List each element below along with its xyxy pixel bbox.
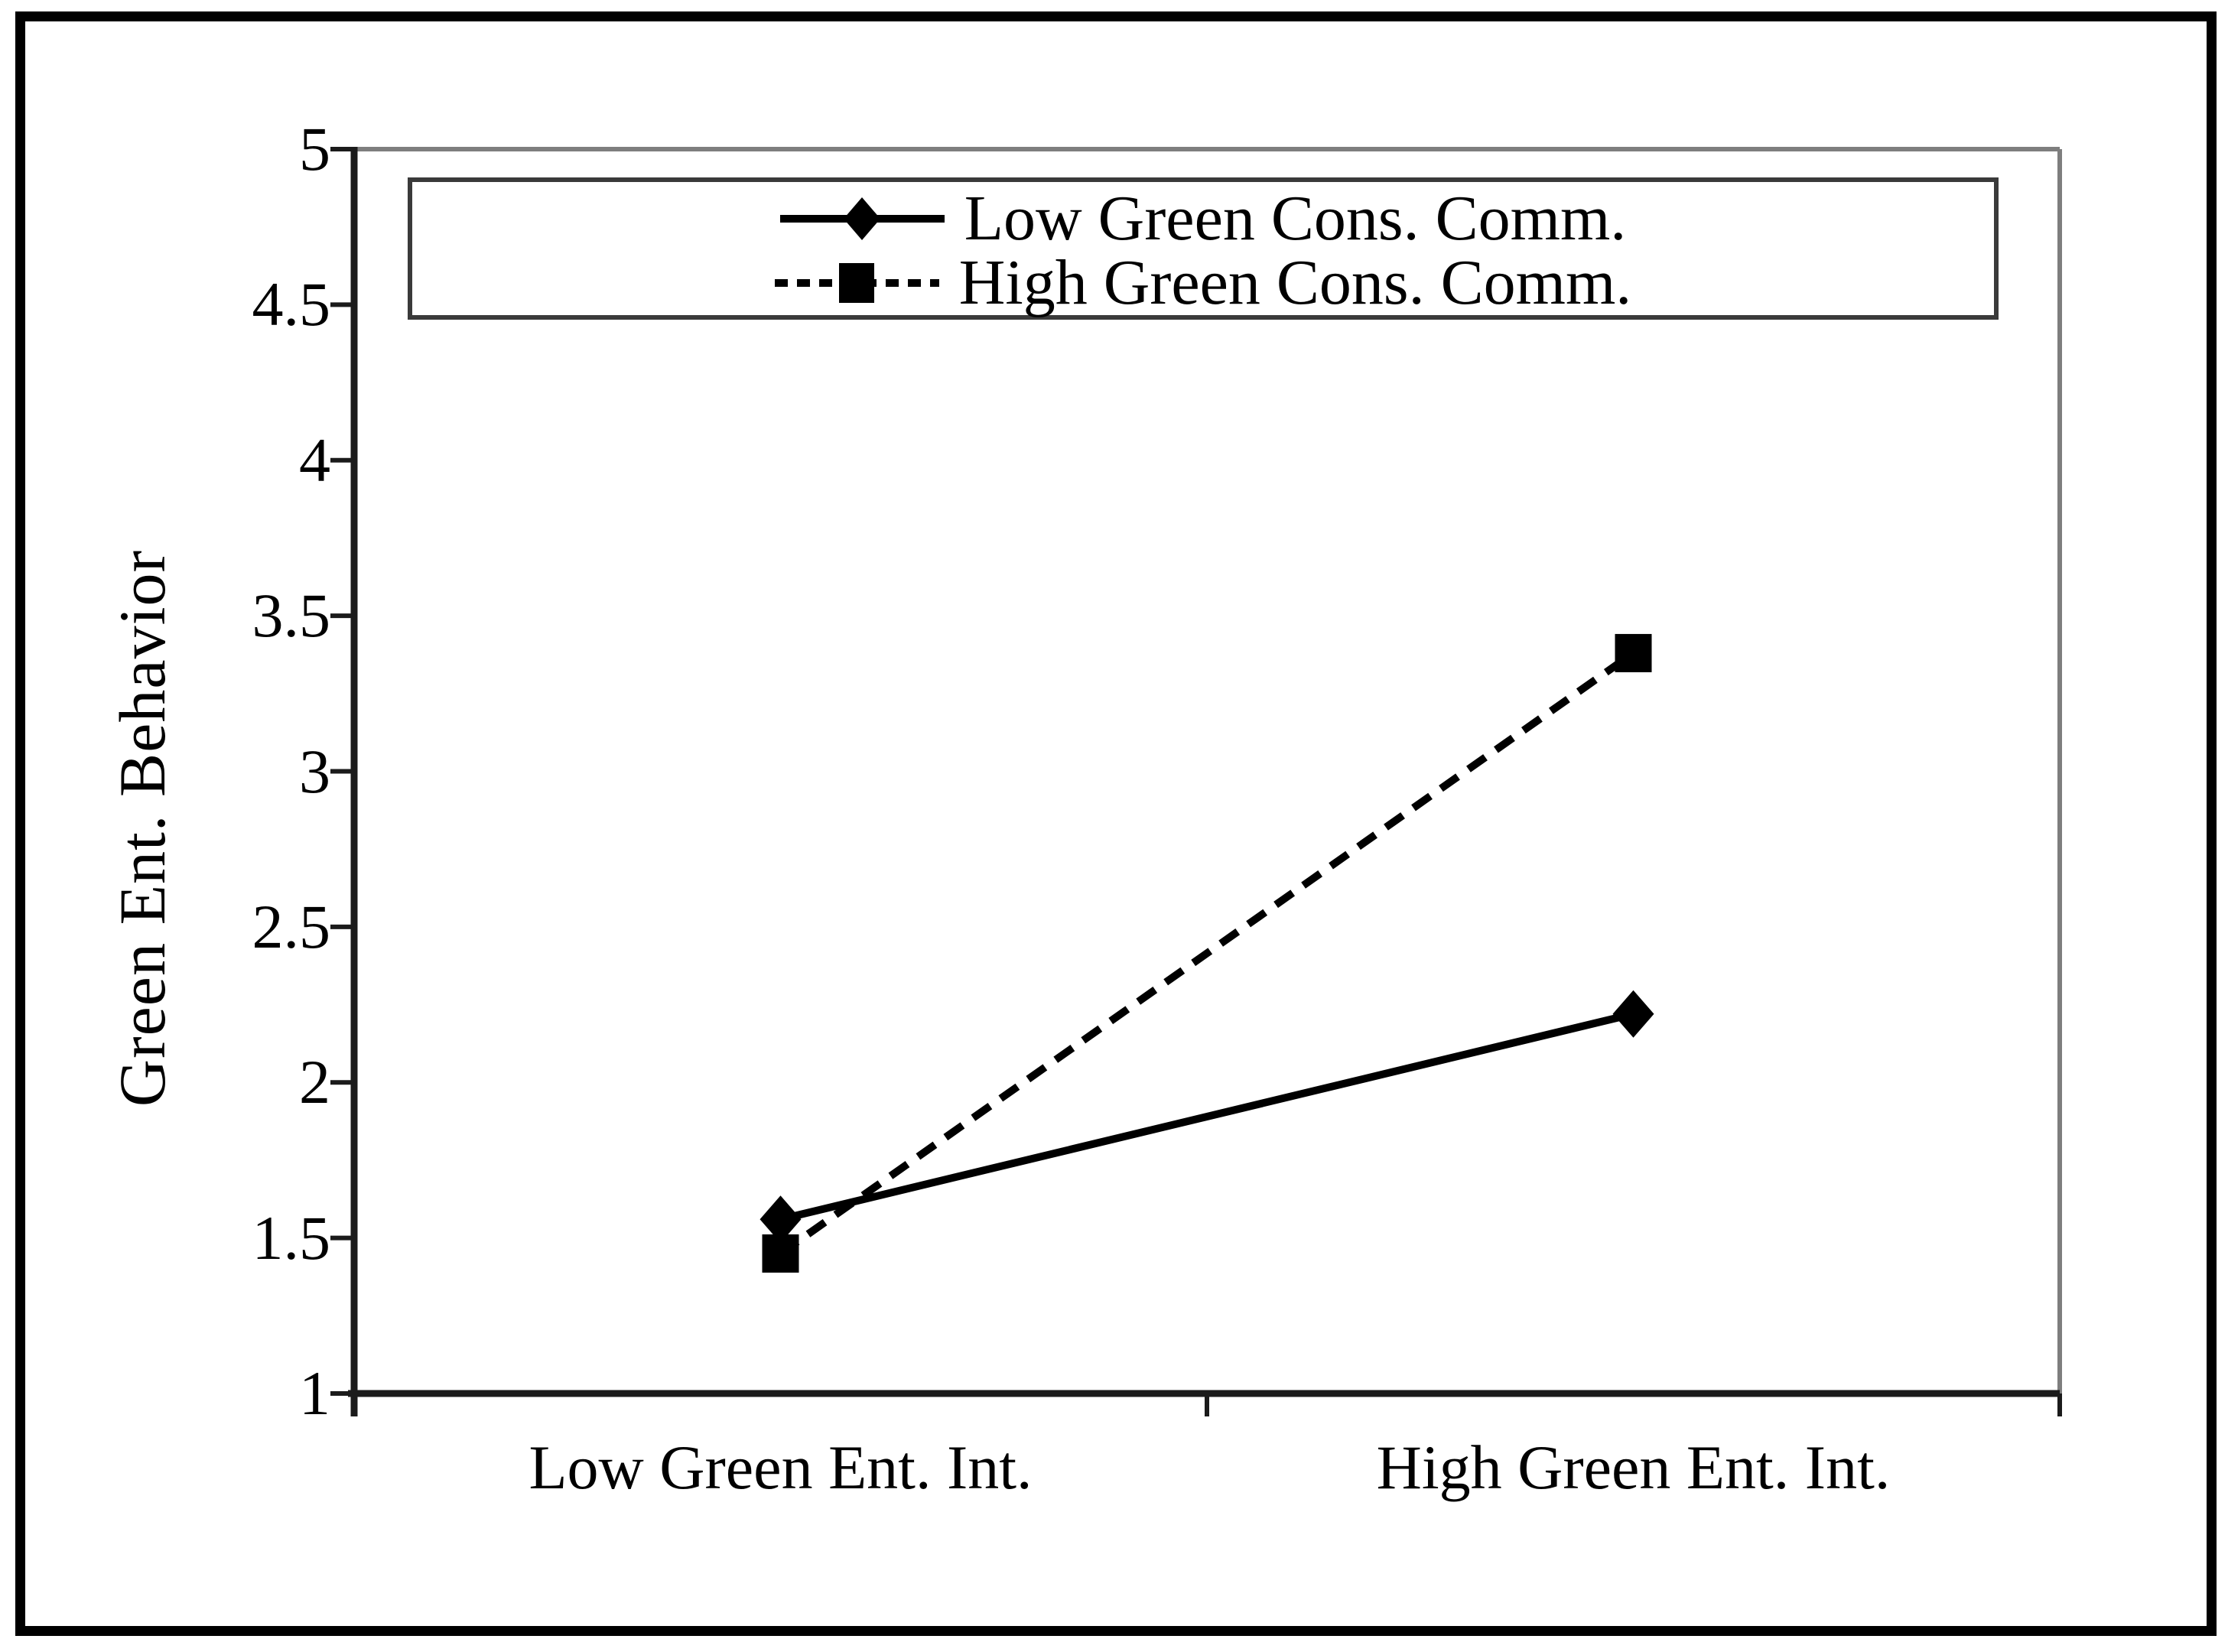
y-tick-label: 2.5 xyxy=(252,891,331,961)
y-tick-label: 1 xyxy=(299,1358,330,1428)
data-point-square xyxy=(762,1234,799,1273)
series-line-square xyxy=(778,649,1636,1257)
legend-square-marker-icon xyxy=(838,263,874,303)
y-tick-label: 3.5 xyxy=(252,580,331,651)
legend: Low Green Cons. Comm. High Green Cons. Co… xyxy=(408,177,1999,320)
legend-item: High Green Cons. Comm. xyxy=(774,247,1632,318)
y-tick-label: 5 xyxy=(299,114,330,184)
data-point-diamond xyxy=(759,1195,802,1244)
data-point-diamond xyxy=(1612,990,1654,1038)
legend-diamond-marker-icon xyxy=(843,197,880,240)
data-point-square xyxy=(1615,633,1652,672)
legend-sample-solid-line xyxy=(779,197,945,240)
y-tick-label: 1.5 xyxy=(252,1202,331,1273)
figure-border xyxy=(15,11,2217,1636)
x-category-label: Low Green Ent. Int. xyxy=(529,1432,1033,1502)
series-line-diamond xyxy=(779,1010,1634,1224)
legend-sample-dashed-line xyxy=(774,263,939,303)
legend-item-label: Low Green Cons. Comm. xyxy=(964,183,1627,254)
x-category-label: High Green Ent. Int. xyxy=(1376,1432,1891,1502)
y-tick-label: 4 xyxy=(299,424,330,495)
legend-item-label: High Green Cons. Comm. xyxy=(958,247,1632,318)
legend-item: Low Green Cons. Comm. xyxy=(779,183,1627,254)
y-tick-label: 2 xyxy=(299,1047,330,1117)
y-tick-label: 3 xyxy=(299,736,330,806)
y-tick-label: 4.5 xyxy=(252,269,331,340)
